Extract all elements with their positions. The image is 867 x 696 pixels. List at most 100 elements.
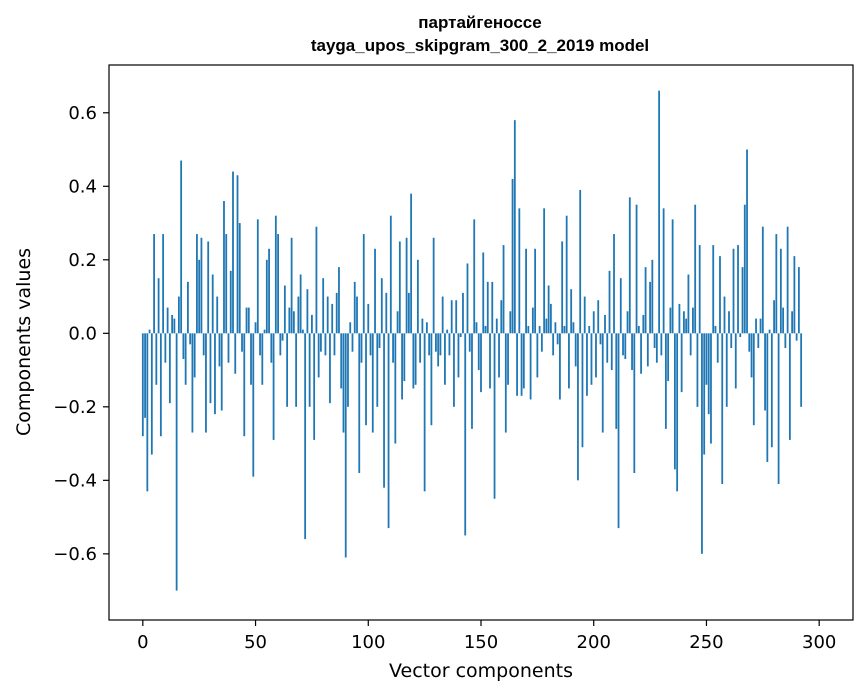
bar xyxy=(473,219,476,334)
bar xyxy=(689,333,692,356)
bar xyxy=(793,256,796,334)
bar xyxy=(367,303,370,334)
bar xyxy=(800,333,803,407)
bar xyxy=(182,333,185,360)
bar xyxy=(484,325,487,334)
bar xyxy=(356,296,358,334)
bar xyxy=(184,333,187,385)
bar xyxy=(448,333,451,356)
bar xyxy=(631,333,633,371)
x-axis-ticks: 0 50 100 150 200 250 300 xyxy=(137,620,836,653)
bar xyxy=(171,314,174,334)
bar xyxy=(435,333,437,352)
bar xyxy=(243,333,246,437)
bar xyxy=(572,322,575,334)
bar xyxy=(416,259,419,334)
bar xyxy=(669,307,672,334)
x-tick-label: 250 xyxy=(689,632,723,653)
bar xyxy=(290,237,293,334)
bar xyxy=(536,333,539,378)
bar xyxy=(292,311,295,334)
bar xyxy=(592,311,595,334)
bar xyxy=(455,300,458,334)
bar xyxy=(563,325,566,334)
bar xyxy=(234,333,237,374)
bar xyxy=(712,245,715,334)
bar xyxy=(324,333,327,356)
bar xyxy=(518,208,521,334)
bar xyxy=(696,333,699,407)
bar xyxy=(701,333,703,554)
bar xyxy=(432,237,435,334)
bar xyxy=(730,333,733,349)
bar xyxy=(628,197,631,334)
bar xyxy=(606,333,609,363)
bar xyxy=(617,333,620,529)
bar xyxy=(498,333,500,378)
bar xyxy=(502,245,505,334)
bar xyxy=(304,333,307,540)
bar xyxy=(750,333,753,378)
bar xyxy=(520,333,523,396)
bar xyxy=(522,333,525,389)
bar xyxy=(676,333,679,492)
bar xyxy=(301,329,304,334)
x-tick-label: 100 xyxy=(351,632,385,653)
bar xyxy=(640,333,642,374)
bar xyxy=(358,333,361,473)
bar xyxy=(250,333,252,385)
bar xyxy=(236,175,239,334)
bar xyxy=(209,333,212,404)
bar xyxy=(315,226,318,334)
bar xyxy=(764,333,766,411)
bar xyxy=(265,259,268,334)
bar xyxy=(166,307,169,334)
bar xyxy=(527,325,530,334)
bar xyxy=(148,329,151,334)
bar xyxy=(489,333,491,389)
bar xyxy=(347,333,349,407)
bar xyxy=(622,333,624,356)
bar xyxy=(437,333,440,367)
bar xyxy=(540,333,543,352)
bar xyxy=(430,333,433,426)
bar xyxy=(549,303,552,334)
bar xyxy=(529,333,532,400)
bar xyxy=(198,259,201,334)
bar xyxy=(205,333,207,433)
bar xyxy=(187,281,189,334)
bar xyxy=(398,241,401,334)
bar xyxy=(739,333,742,337)
bar xyxy=(387,333,390,529)
y-tick-label: 0.6 xyxy=(68,103,97,124)
bar xyxy=(326,296,329,334)
bar xyxy=(295,333,298,407)
bar xyxy=(225,234,228,334)
bar xyxy=(227,333,230,363)
bar xyxy=(313,333,316,440)
bar xyxy=(394,333,397,444)
bar xyxy=(144,333,146,418)
bar xyxy=(229,270,232,334)
chart-title-line2: tayga_upos_skipgram_300_2_2019 model xyxy=(311,36,649,55)
bar xyxy=(157,278,160,334)
bar xyxy=(477,333,480,371)
bar xyxy=(570,289,573,334)
bar xyxy=(788,333,791,440)
bar xyxy=(297,296,300,334)
bar xyxy=(673,333,676,470)
bar xyxy=(360,333,363,363)
bar xyxy=(786,226,789,334)
bar xyxy=(407,292,410,334)
bar xyxy=(342,333,345,433)
bar xyxy=(457,333,460,378)
bar xyxy=(263,329,266,334)
bar xyxy=(626,311,629,334)
bar xyxy=(441,296,444,334)
chart-title-line1: партайгеноссе xyxy=(418,13,541,32)
bar xyxy=(383,333,385,488)
bar xyxy=(268,248,270,334)
bar xyxy=(306,289,309,334)
bar xyxy=(773,300,775,334)
bar xyxy=(279,333,282,356)
